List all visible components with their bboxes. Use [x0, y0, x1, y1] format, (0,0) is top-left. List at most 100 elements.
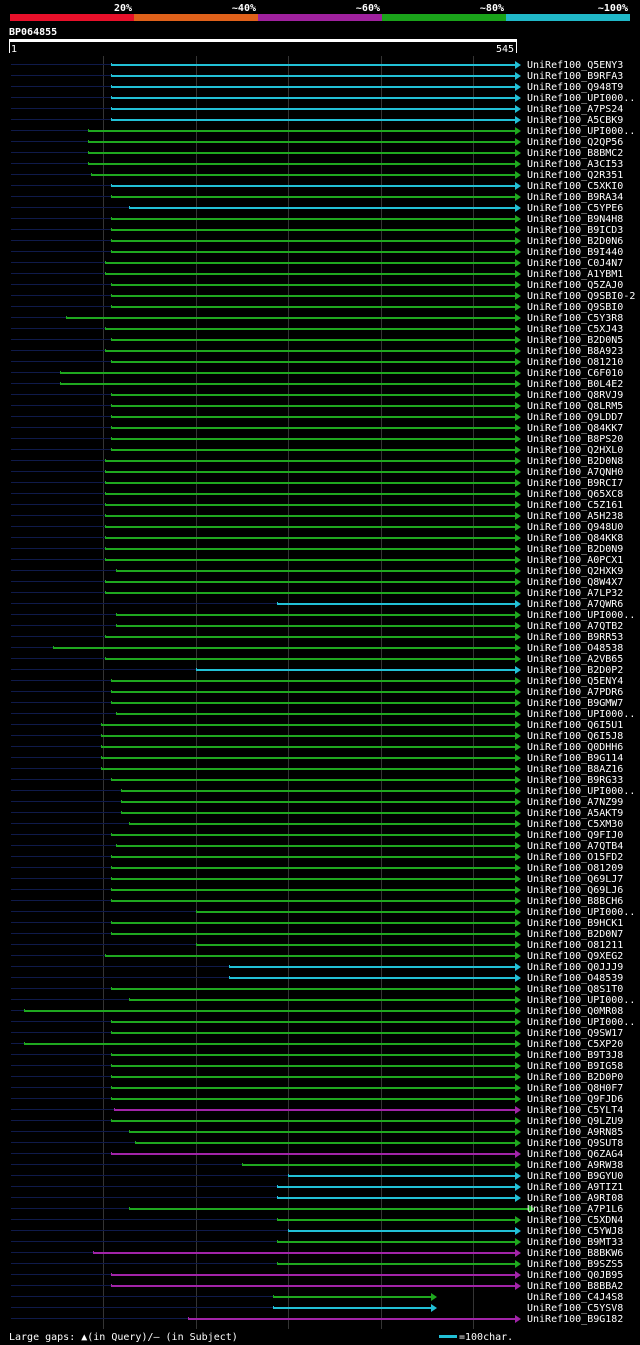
- hit-bar: [242, 1164, 515, 1166]
- hit-bar: [129, 1131, 515, 1133]
- hit-row: UniRef100_Q0DHH6: [11, 742, 623, 753]
- hit-label: UniRef100_UPI000..: [527, 786, 635, 797]
- legend-swatch-1: [134, 14, 258, 21]
- hit-bar: [111, 361, 515, 363]
- hit-row: UniRef100_O48539: [11, 973, 623, 984]
- hit-label: UniRef100_A9RI08: [527, 1193, 623, 1204]
- hit-arrow: [515, 831, 521, 839]
- hit-row: UniRef100_B8A923: [11, 346, 623, 357]
- hit-arrow: [515, 358, 521, 366]
- hit-bar: [111, 878, 515, 880]
- hit-row: UniRef100_B2D0N9: [11, 544, 623, 555]
- hit-arrow: [515, 864, 521, 872]
- hit-row: UniRef100_Q6ZAG4: [11, 1149, 623, 1160]
- query-id-label: BP064855: [9, 27, 57, 38]
- hit-bar: [101, 735, 515, 737]
- hit-bar: [105, 262, 515, 264]
- hit-row: UniRef100_Q8W4X7: [11, 577, 623, 588]
- hit-label: UniRef100_Q9LDD7: [527, 412, 623, 423]
- hit-bar: [111, 86, 515, 88]
- hit-row: UniRef100_A7PDR6: [11, 687, 623, 698]
- hit-row: UniRef100_Q2HXK9: [11, 566, 623, 577]
- hit-label: UniRef100_Q8W4X7: [527, 577, 623, 588]
- hit-label: UniRef100_UPI000..: [527, 995, 635, 1006]
- legend-swatch-2: [258, 14, 382, 21]
- hit-row: UniRef100_Q6I5U1: [11, 720, 623, 731]
- hit-row: UniRef100_A7NZ99: [11, 797, 623, 808]
- hit-label: UniRef100_C4J4S8: [527, 1292, 623, 1303]
- hit-label: UniRef100_A0PCX1: [527, 555, 623, 566]
- hit-label: UniRef100_Q948T9: [527, 82, 623, 93]
- hit-arrow: [515, 325, 521, 333]
- hit-bar: [121, 812, 515, 814]
- hit-row: UniRef100_A1YBM1: [11, 269, 623, 280]
- hit-arrow: [515, 677, 521, 685]
- hit-arrow: [515, 908, 521, 916]
- hit-bar: [111, 240, 515, 242]
- hit-label: UniRef100_Q6I5J8: [527, 731, 623, 742]
- legend-label-2: ~60%: [356, 3, 380, 14]
- hit-bar: [105, 955, 515, 957]
- hit-row: UniRef100_B2D0N5: [11, 335, 623, 346]
- hit-row: UniRef100_B8BBA2: [11, 1281, 623, 1292]
- hit-label: UniRef100_B9ICD3: [527, 225, 623, 236]
- hit-arrow: [515, 424, 521, 432]
- hit-label: UniRef100_Q8H0F7: [527, 1083, 623, 1094]
- hit-arrow: [515, 765, 521, 773]
- hit-arrow: [431, 1304, 437, 1312]
- hit-label: UniRef100_A7PS24: [527, 104, 623, 115]
- hit-arrow: [515, 248, 521, 256]
- hit-row: UniRef100_A7LP32: [11, 588, 623, 599]
- hit-row: UniRef100_A3CI53: [11, 159, 623, 170]
- hit-arrow: [515, 1183, 521, 1191]
- hit-label: UniRef100_Q0JB95: [527, 1270, 623, 1281]
- hit-arrow: [515, 72, 521, 80]
- hit-bar: [105, 460, 515, 462]
- hit-arrow: [515, 435, 521, 443]
- hit-bar: [277, 1241, 515, 1243]
- hit-bar: [111, 416, 515, 418]
- hit-row: UniRef100_A9TIZ1: [11, 1182, 623, 1193]
- hit-arrow: [515, 567, 521, 575]
- hit-label: UniRef100_C5Y3R8: [527, 313, 623, 324]
- hit-row: UniRef100_B9GMW7: [11, 698, 623, 709]
- hit-bar: [111, 1032, 515, 1034]
- hit-bar: [105, 328, 515, 330]
- hit-label: UniRef100_Q84KK8: [527, 533, 623, 544]
- hit-arrow: [515, 446, 521, 454]
- hit-arrow: [515, 237, 521, 245]
- hit-label: UniRef100_B2D0N9: [527, 544, 623, 555]
- hit-label: UniRef100_Q9SBI0: [527, 302, 623, 313]
- hit-arrow: [515, 886, 521, 894]
- hit-label: UniRef100_O15FD2: [527, 852, 623, 863]
- hit-label: UniRef100_A7QTB2: [527, 621, 623, 632]
- hit-arrow: [515, 930, 521, 938]
- hit-bar: [91, 174, 515, 176]
- hit-arrow: [515, 413, 521, 421]
- hit-bar: [111, 680, 515, 682]
- hit-bar: [111, 339, 515, 341]
- hit-arrow: [515, 1062, 521, 1070]
- hit-row: UniRef100_Q5ENY3: [11, 60, 623, 71]
- hit-row: UniRef100_B2D0N6: [11, 236, 623, 247]
- hit-bar: [111, 1087, 515, 1089]
- hit-arrow: [515, 963, 521, 971]
- hit-arrow: [515, 666, 521, 674]
- hit-label: UniRef100_B8AZ16: [527, 764, 623, 775]
- hit-arrow: [515, 875, 521, 883]
- hit-bar: [111, 119, 515, 121]
- hit-bar: [116, 614, 515, 616]
- hit-row: UniRef100_B9G114: [11, 753, 623, 764]
- hit-bar: [111, 691, 515, 693]
- hit-label: UniRef100_C5YWJ8: [527, 1226, 623, 1237]
- hit-bar: [101, 757, 515, 759]
- hit-arrow: [515, 633, 521, 641]
- hit-label: UniRef100_A7LP32: [527, 588, 623, 599]
- hit-arrow: [431, 1293, 437, 1301]
- hit-label: UniRef100_A5H238: [527, 511, 623, 522]
- hit-bar: [111, 196, 515, 198]
- hit-row: UniRef100_UPI000..: [11, 93, 635, 104]
- hit-label: UniRef100_A7QNH0: [527, 467, 623, 478]
- hit-bar: [105, 636, 515, 638]
- hit-label: UniRef100_A9TIZ1: [527, 1182, 623, 1193]
